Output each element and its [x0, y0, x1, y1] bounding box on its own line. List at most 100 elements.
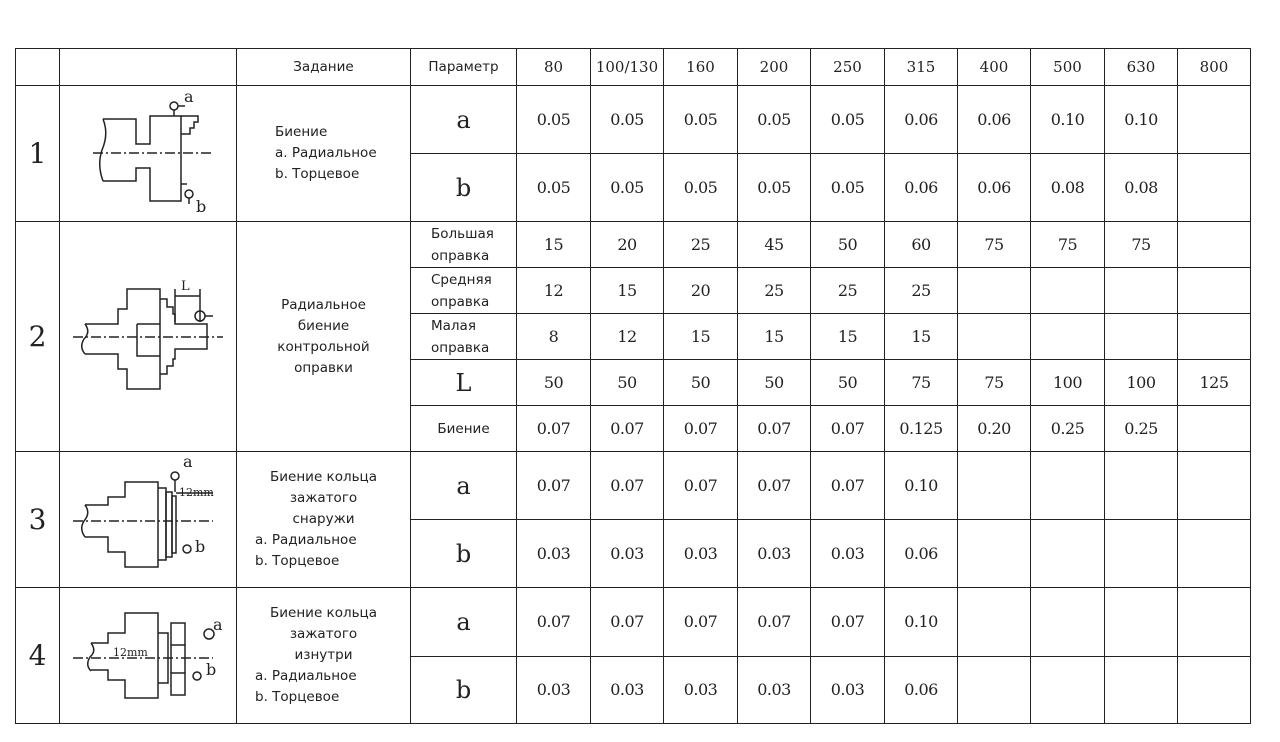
value-cell [957, 313, 1031, 360]
table-row: b 0.05 0.05 0.05 0.05 0.05 0.06 0.06 0.08 0.08 [16, 153, 1251, 222]
header-size: 315 [884, 48, 958, 86]
value-cell: 0.07 [737, 451, 811, 520]
header-size: 630 [1104, 48, 1178, 86]
task-line: Радиальное [281, 296, 366, 313]
value-cell [1030, 267, 1105, 314]
diagram-label-12mm: 12mm [179, 486, 214, 499]
task-line: a. Радиальное [255, 668, 357, 684]
value-cell: 15 [884, 313, 958, 360]
value-cell: 0.05 [590, 153, 664, 222]
task-line: Биение кольца [270, 605, 377, 621]
setup-diagram: a b [59, 85, 237, 222]
task-line: b. Торцевое [255, 553, 340, 569]
value-cell [1030, 451, 1105, 520]
value-cell: 25 [663, 221, 738, 268]
value-cell [1177, 655, 1251, 724]
value-cell [1177, 221, 1251, 268]
value-cell: 0.07 [516, 587, 591, 657]
value-cell [1177, 313, 1251, 360]
value-cell: 0.07 [810, 587, 885, 657]
value-cell [1177, 587, 1251, 657]
value-cell: 0.07 [737, 405, 811, 452]
value-cell: 50 [810, 221, 885, 268]
value-cell: 0.10 [1030, 85, 1105, 154]
header-index-cell [15, 48, 60, 86]
table-row: b 0.03 0.03 0.03 0.03 0.03 0.06 [16, 519, 1251, 588]
value-cell [1104, 313, 1178, 360]
header-size: 800 [1177, 48, 1251, 86]
parameter-label: Средняя оправка [410, 267, 517, 314]
value-cell: 0.07 [516, 451, 591, 520]
diagram-label-L: L [181, 279, 190, 294]
value-cell: 0.25 [1030, 405, 1105, 452]
value-cell: 50 [516, 359, 591, 406]
value-cell: 0.06 [957, 85, 1031, 154]
value-cell: 0.05 [810, 85, 885, 154]
section-index: 3 [15, 451, 60, 588]
parameter-label: a [410, 451, 517, 520]
task-line: a. Радиальное [255, 532, 357, 548]
table-row: 1 a b Биение a. Радиальное b. Торцевое a 0.05… [15, 85, 1251, 222]
setup-diagram: a b 12mm [59, 587, 237, 724]
parameter-label: b [410, 655, 517, 724]
task-line: зажатого [289, 490, 358, 506]
value-cell: 0.07 [590, 451, 664, 520]
task-line: b. Торцевое [255, 689, 340, 705]
value-cell: 0.07 [810, 405, 885, 452]
parameter-label: Малая оправка [410, 313, 517, 360]
table-row: L 50 50 50 50 50 75 75 100 100 125 [16, 359, 1251, 406]
value-cell: 8 [516, 313, 591, 360]
header-size: 80 [516, 48, 591, 86]
value-cell: 0.07 [663, 405, 738, 452]
value-cell [957, 267, 1031, 314]
table-row: 4 a b 12mm Биение кольца зажатого изнутри a.… [15, 587, 1251, 724]
task-line: зажатого [289, 626, 358, 642]
value-cell: 45 [737, 221, 811, 268]
task-description: Биение кольца зажатого изнутри a. Радиально… [236, 587, 411, 724]
header-task: Задание [236, 48, 411, 86]
value-cell: 12 [516, 267, 591, 314]
value-cell: 0.06 [957, 153, 1031, 222]
value-cell: 50 [590, 359, 664, 406]
parameter-label: a [410, 85, 517, 154]
value-cell: 25 [884, 267, 958, 314]
value-cell [1104, 587, 1178, 657]
task-description: Биение a. Радиальное b. Торцевое [236, 85, 411, 222]
value-cell: 75 [1104, 221, 1178, 268]
value-cell [1177, 405, 1251, 452]
diagram-label-a: a [184, 87, 194, 106]
value-cell [1030, 587, 1105, 657]
value-cell: 0.03 [516, 519, 591, 588]
value-cell [1177, 153, 1251, 222]
value-cell: 50 [810, 359, 885, 406]
value-cell: 0.03 [737, 519, 811, 588]
value-cell: 0.03 [737, 655, 811, 724]
value-cell: 100 [1030, 359, 1105, 406]
value-cell: 0.06 [884, 655, 958, 724]
diagram-label-a: a [213, 615, 223, 634]
task-line: Биение кольца [270, 469, 377, 485]
value-cell: 15 [590, 267, 664, 314]
value-cell [957, 587, 1031, 657]
value-cell: 0.10 [884, 451, 958, 520]
task-description: Биение кольца зажатого снаружи a. Радиально… [236, 451, 411, 588]
value-cell: 60 [884, 221, 958, 268]
value-cell [1104, 519, 1178, 588]
value-cell: 100 [1104, 359, 1178, 406]
value-cell: 0.125 [884, 405, 958, 452]
diagram-label-b: b [196, 197, 206, 216]
task-line: Биение [275, 124, 328, 140]
value-cell: 0.05 [737, 153, 811, 222]
value-cell: 0.03 [810, 519, 885, 588]
task-line: контрольной [277, 338, 370, 355]
value-cell: 50 [663, 359, 738, 406]
parameter-label: b [410, 519, 517, 588]
value-cell: 0.07 [663, 587, 738, 657]
value-cell: 75 [884, 359, 958, 406]
value-cell [957, 655, 1031, 724]
value-cell [1177, 519, 1251, 588]
value-cell: 15 [516, 221, 591, 268]
header-size: 100/130 [590, 48, 664, 86]
value-cell: 0.25 [1104, 405, 1178, 452]
section-index: 1 [15, 85, 60, 222]
